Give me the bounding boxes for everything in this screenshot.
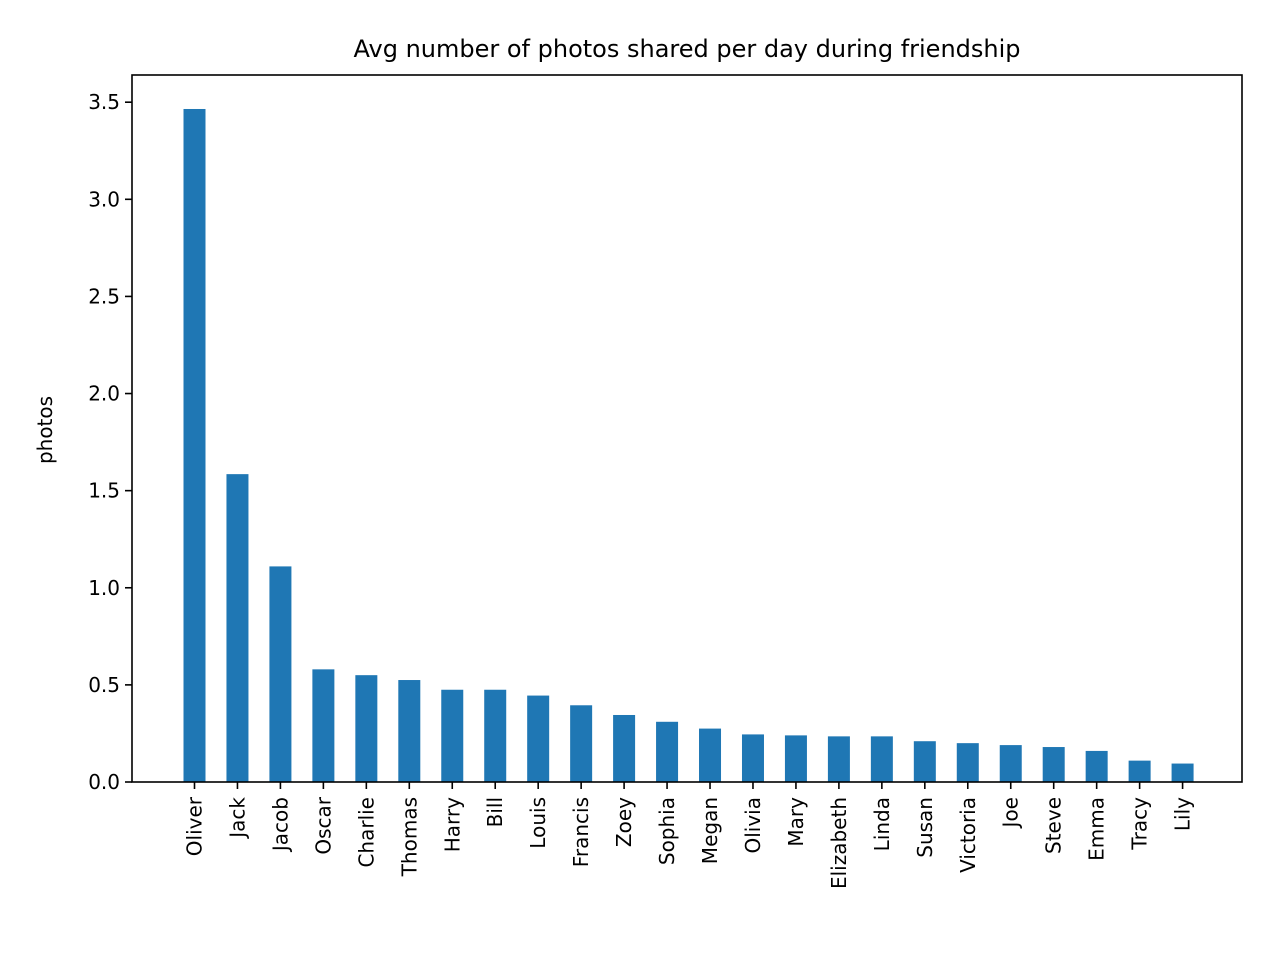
plot-frame — [131, 74, 1243, 783]
y-tick-label: 2.5 — [88, 284, 120, 308]
x-tick-label: Thomas — [397, 797, 421, 877]
x-tick-label: Jacob — [268, 797, 292, 853]
bar-lily — [1171, 763, 1194, 782]
x-tick-label: Elizabeth — [827, 797, 851, 889]
bar-emma — [1085, 750, 1108, 782]
x-tick-label: Oliver — [183, 796, 207, 856]
bar-olivia — [741, 734, 764, 782]
bar-sophia — [656, 721, 679, 782]
bar-tracy — [1128, 760, 1151, 782]
bar-thomas — [398, 680, 421, 782]
bar-oliver — [183, 108, 206, 783]
x-tick-label: Zoey — [612, 797, 636, 847]
x-tick-label: Lily — [1171, 797, 1195, 831]
x-axis: Oliver Jack Jacob Oscar Charlie Thomas Harry Bi… — [183, 782, 1195, 889]
chart-title: Avg number of photos shared per day duri… — [353, 35, 1020, 63]
bar-harry — [441, 689, 464, 782]
bar-susan — [913, 741, 936, 782]
bar-francis — [570, 705, 593, 782]
bar-joe — [999, 745, 1022, 782]
bar-zoey — [613, 714, 636, 782]
y-axis-label: photos — [33, 396, 57, 464]
bar-megan — [699, 728, 722, 782]
bar-oscar — [312, 669, 335, 782]
bar-louis — [527, 695, 550, 782]
y-tick-label: 0.0 — [88, 770, 120, 794]
x-tick-label: Steve — [1042, 797, 1066, 854]
x-tick-label: Tracy — [1128, 797, 1152, 851]
bar-mary — [784, 735, 807, 782]
y-axis: 0.0 0.5 1.0 1.5 2.0 2.5 3.0 3.5 — [88, 90, 132, 794]
x-tick-label: Jack — [225, 797, 249, 840]
bar-jack — [226, 474, 249, 782]
x-tick-label: Francis — [569, 797, 593, 867]
x-tick-label: Megan — [698, 797, 722, 864]
x-tick-label: Joe — [999, 797, 1023, 829]
x-tick-label: Linda — [870, 797, 894, 851]
x-tick-label: Louis — [526, 797, 550, 849]
y-tick-label: 1.5 — [88, 479, 120, 503]
y-tick-label: 2.0 — [88, 382, 120, 406]
y-tick-label: 3.0 — [88, 187, 120, 211]
x-tick-label: Sophia — [655, 797, 679, 865]
bar-steve — [1042, 747, 1065, 782]
x-tick-label: Emma — [1085, 797, 1109, 861]
x-tick-label: Olivia — [741, 797, 765, 854]
x-tick-label: Charlie — [354, 797, 378, 868]
bars-group — [183, 108, 1194, 783]
bar-charlie — [355, 675, 378, 782]
bar-linda — [870, 736, 893, 782]
x-tick-label: Susan — [913, 797, 937, 858]
bar-jacob — [269, 566, 292, 782]
bar-victoria — [956, 743, 979, 782]
bar-bill — [484, 689, 507, 782]
x-tick-label: Harry — [440, 797, 464, 852]
y-tick-label: 3.5 — [88, 90, 120, 114]
x-tick-label: Oscar — [311, 796, 335, 854]
x-tick-label: Mary — [784, 797, 808, 847]
bar-elizabeth — [827, 736, 850, 782]
x-tick-label: Victoria — [956, 797, 980, 873]
x-tick-label: Bill — [483, 797, 507, 827]
y-tick-label: 0.5 — [88, 673, 120, 697]
y-tick-label: 1.0 — [88, 576, 120, 600]
